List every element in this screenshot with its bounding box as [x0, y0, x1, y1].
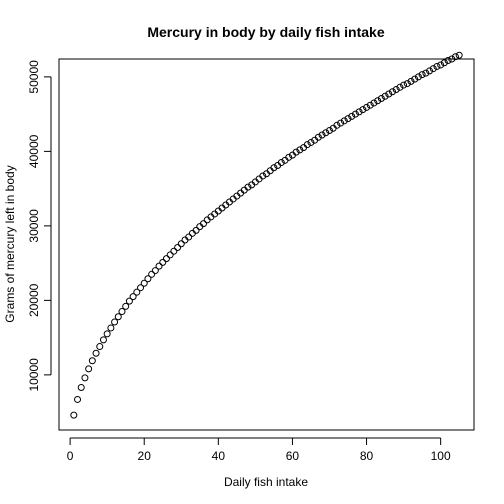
data-point — [259, 172, 267, 180]
data-point — [77, 384, 85, 392]
data-points — [70, 51, 463, 419]
data-point — [366, 101, 374, 109]
data-point — [392, 86, 400, 94]
data-point — [285, 153, 293, 161]
data-point — [70, 411, 78, 419]
data-point — [107, 324, 115, 332]
data-point — [192, 226, 200, 234]
data-point — [418, 71, 426, 79]
data-point — [381, 92, 389, 100]
data-point — [422, 69, 430, 77]
data-point — [118, 308, 126, 316]
x-tick-label: 100 — [431, 449, 451, 463]
data-point — [133, 288, 141, 296]
x-tick-label: 80 — [360, 449, 374, 463]
data-point — [111, 318, 119, 326]
y-tick-label: 40000 — [27, 134, 41, 168]
data-point — [370, 99, 378, 107]
data-point — [400, 81, 408, 89]
data-point — [96, 343, 104, 351]
data-point — [433, 62, 441, 70]
data-point — [81, 374, 89, 382]
data-point — [451, 53, 459, 61]
x-tick-label: 60 — [286, 449, 300, 463]
x-tick-label: 40 — [212, 449, 226, 463]
data-point — [414, 73, 422, 81]
data-point — [344, 115, 352, 123]
data-point — [151, 267, 159, 275]
data-point — [374, 97, 382, 105]
data-point — [385, 90, 393, 98]
chart-title: Mercury in body by daily fish intake — [147, 24, 384, 40]
data-point — [337, 119, 345, 127]
data-point — [437, 61, 445, 69]
data-point — [340, 117, 348, 125]
data-point — [144, 275, 152, 283]
data-point — [333, 121, 341, 129]
data-point — [88, 357, 96, 365]
data-point — [363, 103, 371, 111]
data-point — [355, 108, 363, 116]
data-point — [125, 297, 133, 305]
data-point — [440, 59, 448, 67]
data-point — [359, 106, 367, 114]
data-point — [177, 240, 185, 248]
y-tick-label: 30000 — [27, 209, 41, 243]
y-tick-label: 20000 — [27, 283, 41, 317]
data-point — [270, 164, 278, 172]
data-point — [429, 65, 437, 73]
x-tick-label: 20 — [138, 449, 152, 463]
data-point — [129, 293, 137, 301]
data-point — [185, 233, 193, 241]
data-point — [322, 129, 330, 137]
y-tick-label: 50000 — [27, 60, 41, 94]
data-point — [448, 55, 456, 63]
y-axis-label: Grams of mercury left in body — [3, 165, 17, 322]
data-point — [351, 110, 359, 118]
data-point — [159, 258, 167, 266]
data-point — [318, 131, 326, 139]
data-point — [426, 67, 434, 75]
data-point — [103, 330, 111, 338]
data-point — [303, 141, 311, 149]
data-point — [403, 80, 411, 88]
data-point — [348, 112, 356, 120]
data-point — [170, 247, 178, 255]
data-point — [174, 243, 182, 251]
y-axis: 10000 20000 30000 40000 50000 — [27, 60, 52, 392]
x-tick-label: 0 — [67, 449, 74, 463]
data-point — [200, 220, 208, 228]
y-tick-label: 10000 — [27, 358, 41, 392]
data-point — [140, 279, 148, 287]
data-point — [407, 77, 415, 85]
data-point — [166, 251, 174, 259]
data-point — [307, 138, 315, 146]
data-point — [455, 51, 463, 59]
data-point — [162, 255, 170, 263]
data-point — [148, 270, 156, 278]
data-point — [444, 56, 452, 64]
data-point — [388, 88, 396, 96]
data-point — [99, 336, 107, 344]
data-point — [292, 148, 300, 156]
data-point — [244, 183, 252, 191]
data-point — [137, 284, 145, 292]
data-point — [114, 313, 122, 321]
data-point — [74, 395, 82, 403]
data-point — [314, 133, 322, 141]
plot-frame — [58, 58, 475, 431]
x-axis-label: Daily fish intake — [224, 475, 308, 489]
data-point — [411, 75, 419, 83]
data-point — [85, 365, 93, 373]
data-point — [277, 159, 285, 167]
data-point — [122, 302, 130, 310]
data-point — [396, 83, 404, 91]
x-axis: 0 20 40 60 80 100 — [67, 437, 451, 463]
data-point — [155, 262, 163, 270]
data-point — [296, 146, 304, 154]
data-point — [92, 349, 100, 357]
data-point — [377, 94, 385, 102]
data-point — [325, 127, 333, 135]
